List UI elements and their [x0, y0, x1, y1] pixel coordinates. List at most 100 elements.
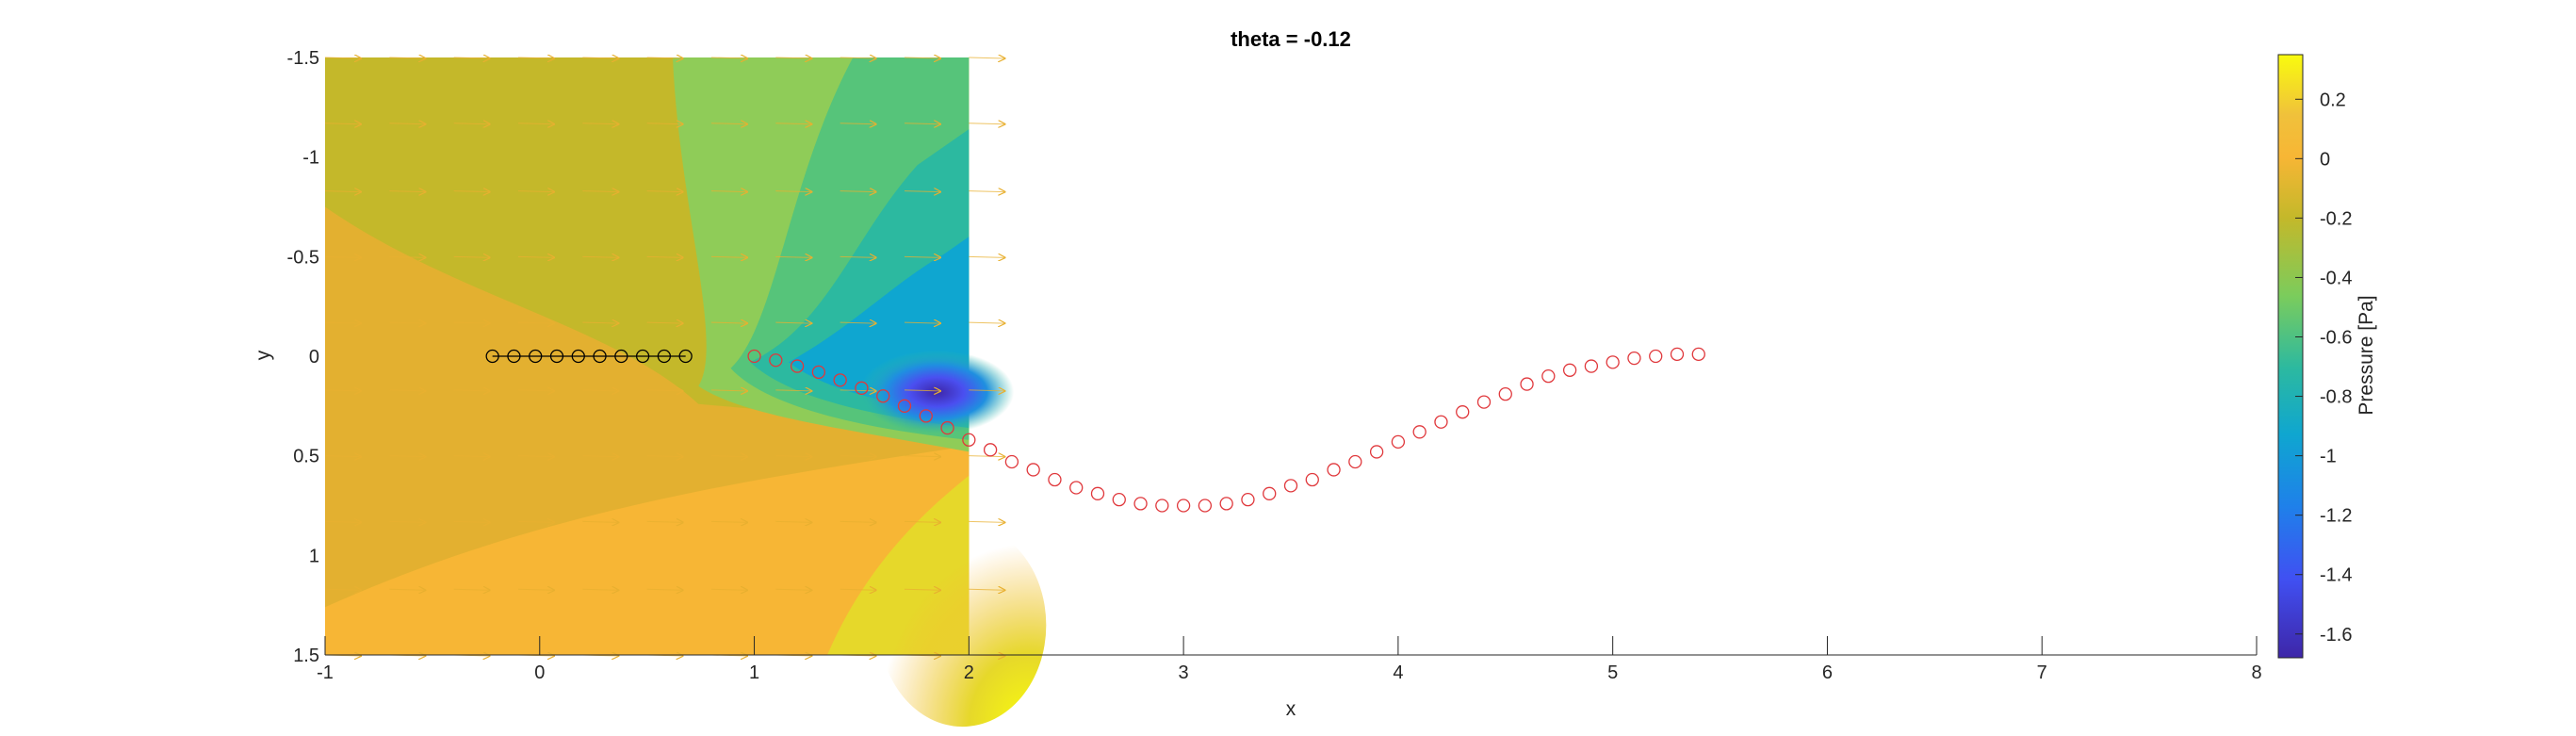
- wake-point: [876, 389, 890, 403]
- velocity-arrow: [453, 57, 490, 58]
- velocity-arrow: [389, 322, 425, 323]
- body-point: [614, 349, 628, 364]
- velocity-arrow: [517, 390, 554, 391]
- wake-point: [1412, 425, 1427, 439]
- velocity-arrow: [517, 521, 554, 522]
- velocity-arrow: [710, 57, 747, 58]
- velocity-arrow: [775, 256, 811, 257]
- velocity-arrow: [324, 456, 361, 457]
- velocity-arrow: [904, 57, 940, 58]
- velocity-arrow: [582, 390, 618, 391]
- velocity-arrow: [453, 390, 490, 391]
- velocity-arrow: [969, 57, 1004, 58]
- y-axis-label: y: [253, 350, 274, 360]
- wake-point: [1090, 486, 1105, 500]
- x-tick-label: 3: [1179, 662, 1189, 683]
- velocity-arrow: [710, 322, 747, 323]
- wake-point: [1627, 351, 1641, 366]
- velocity-arrow: [582, 521, 618, 522]
- body-point: [635, 349, 650, 364]
- x-tick-label: 2: [964, 662, 974, 683]
- x-tick-label: 0: [534, 662, 545, 683]
- wake-point: [1562, 363, 1577, 377]
- wake-point: [1176, 499, 1191, 513]
- velocity-arrow: [453, 456, 490, 457]
- velocity-arrow: [840, 521, 876, 522]
- velocity-arrow: [324, 322, 361, 323]
- wake-point: [962, 433, 976, 447]
- velocity-arrow: [517, 589, 554, 590]
- velocity-arrow: [969, 390, 1004, 391]
- y-tick-label: 1: [309, 546, 319, 566]
- contour-low-core: [859, 350, 1015, 434]
- colorbar-tick-label: 0.2: [2320, 90, 2346, 110]
- velocity-arrow: [840, 123, 876, 124]
- velocity-arrow: [389, 123, 425, 124]
- velocity-arrow: [582, 589, 618, 590]
- wake-point: [1498, 387, 1512, 401]
- wake-point: [1263, 486, 1277, 500]
- wake-point: [940, 420, 954, 435]
- wake-point: [1541, 368, 1556, 384]
- wake-point: [1219, 497, 1233, 511]
- velocity-arrow: [389, 456, 425, 457]
- x-tick-label: 8: [2251, 662, 2261, 683]
- wake-point: [769, 353, 783, 368]
- wake-point: [1155, 499, 1169, 513]
- body-point: [593, 349, 607, 364]
- x-tick-label: 5: [1607, 662, 1618, 683]
- wake-point: [790, 359, 805, 373]
- colorbar-gradient: [2277, 54, 2304, 659]
- velocity-arrow: [775, 456, 811, 457]
- velocity-arrow: [453, 589, 490, 590]
- velocity-arrow: [775, 589, 811, 590]
- velocity-arrow: [904, 521, 940, 522]
- velocity-arrow: [904, 390, 940, 391]
- velocity-arrow: [904, 191, 940, 192]
- colorbar-tick-label: -0.4: [2320, 268, 2352, 288]
- velocity-arrow: [904, 589, 940, 590]
- wake-point: [1133, 497, 1148, 511]
- velocity-arrow: [969, 123, 1004, 124]
- colorbar-tick-label: -1.2: [2320, 506, 2352, 527]
- velocity-arrow: [969, 191, 1004, 192]
- velocity-arrow: [710, 589, 747, 590]
- velocity-arrow: [517, 456, 554, 457]
- marker-points: [485, 347, 1705, 513]
- velocity-arrow: [324, 123, 361, 124]
- velocity-arrow: [582, 456, 618, 457]
- colorbar-tick-label: -0.2: [2320, 208, 2352, 229]
- velocity-arrow: [840, 456, 876, 457]
- velocity-arrow: [324, 589, 361, 590]
- velocity-arrow: [904, 256, 940, 257]
- colorbar-tick-label: -0.8: [2320, 387, 2352, 408]
- velocity-arrow: [517, 191, 554, 192]
- velocity-arrow: [775, 123, 811, 124]
- wake-point: [1327, 463, 1341, 477]
- velocity-arrow: [775, 191, 811, 192]
- velocity-arrow: [840, 57, 876, 58]
- wake-point: [1584, 359, 1599, 373]
- y-tick-label: 0: [309, 347, 319, 368]
- wake-point: [1241, 493, 1255, 507]
- wake-point: [1112, 493, 1126, 507]
- velocity-arrow: [840, 256, 876, 257]
- velocity-arrow: [582, 256, 618, 257]
- wake-point: [1004, 454, 1019, 469]
- velocity-arrow: [904, 322, 940, 323]
- velocity-arrow: [710, 456, 747, 457]
- velocity-arrow: [840, 589, 876, 590]
- velocity-arrow: [646, 191, 683, 192]
- velocity-arrow: [517, 256, 554, 257]
- x-tick-label: 6: [1822, 662, 1833, 683]
- wake-point: [1283, 479, 1298, 493]
- velocity-arrow: [646, 589, 683, 590]
- body-point: [571, 349, 585, 364]
- velocity-arrow: [969, 521, 1004, 522]
- velocity-arrow: [710, 123, 747, 124]
- wake-point: [811, 365, 826, 380]
- velocity-arrow: [582, 322, 618, 323]
- body-point: [529, 349, 543, 364]
- velocity-arrow: [582, 57, 618, 58]
- velocity-arrow: [324, 57, 361, 58]
